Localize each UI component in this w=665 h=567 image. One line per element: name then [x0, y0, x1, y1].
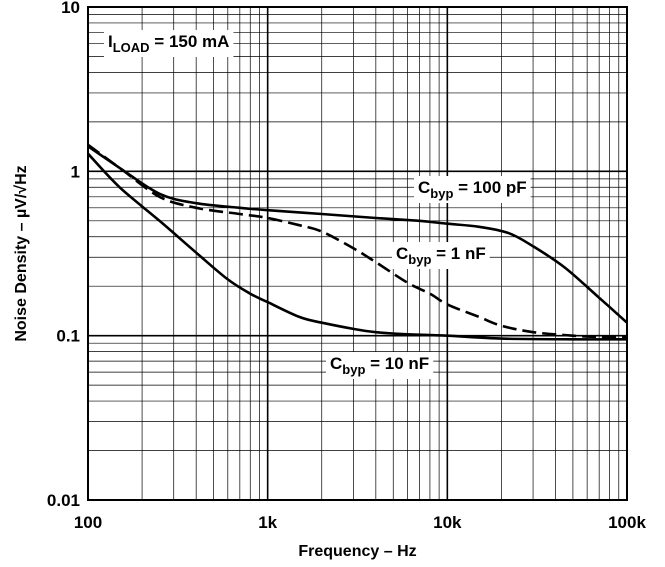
x-tick-label: 100: [74, 513, 102, 532]
series-line-2: [87, 143, 628, 340]
tick-labels: 100 1k 10k 100k 0.01 0.1 1 10: [47, 0, 647, 532]
series-lines: [87, 143, 628, 341]
condition-label-bg: [104, 30, 234, 57]
x-axis-title: Frequency – Hz: [298, 543, 416, 560]
series-label-3-bg: [326, 352, 434, 379]
series-label-1-bg: [414, 176, 531, 203]
series-label-2: Cbyp = 1 nF: [396, 244, 486, 267]
series-label-2-bg: [392, 242, 490, 269]
y-axis-title: Noise Density – µV/√Hz: [13, 165, 30, 341]
plot-frame: [87, 6, 628, 501]
annotations: ILOAD = 150 mA Cbyp = 100 pF Cbyp = 1 nF Cb…: [108, 32, 527, 377]
series-line-1: [87, 145, 628, 324]
y-tick-label: 10: [61, 0, 80, 17]
series-label-3: Cbyp = 10 nF: [330, 354, 429, 377]
label-backgrounds: [104, 30, 531, 379]
x-tick-label: 100k: [608, 513, 646, 532]
y-tick-label: 0.01: [47, 491, 80, 510]
x-tick-label: 10k: [433, 513, 462, 532]
x-tick-label: 1k: [258, 513, 277, 532]
y-tick-label: 1: [71, 162, 80, 181]
series-label-1: Cbyp = 100 pF: [418, 178, 527, 201]
condition-label: ILOAD = 150 mA: [108, 32, 229, 55]
y-tick-label: 0.1: [56, 327, 80, 346]
series-line-3: [87, 152, 628, 341]
